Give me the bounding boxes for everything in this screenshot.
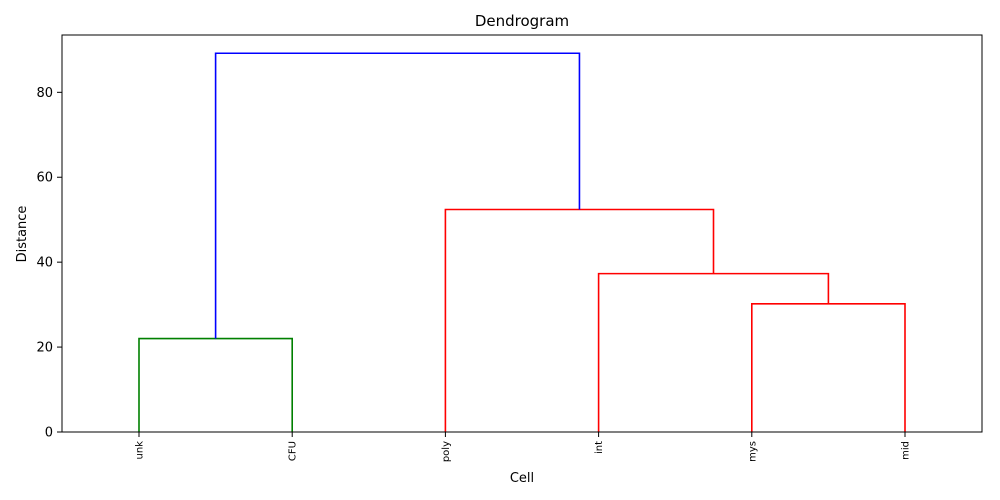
y-tick-label: 60 (36, 171, 53, 186)
y-tick-label: 0 (45, 426, 53, 441)
y-tick-label: 80 (36, 86, 53, 101)
leaf-label-int: int (594, 441, 605, 454)
dendrogram-link-c3 (597, 272, 830, 432)
dendrogram-link-c5 (214, 52, 581, 339)
leaf-label-unk: unk (135, 441, 146, 460)
y-axis-title: Distance (15, 206, 30, 263)
dendrogram-link-c1 (138, 337, 293, 432)
y-tick-label: 40 (36, 256, 53, 271)
plot-frame (61, 34, 983, 433)
y-tick-label: 20 (36, 341, 53, 356)
leaf-label-poly: poly (441, 441, 452, 462)
x-axis-title: Cell (510, 471, 534, 486)
leaf-label-cfu: CFU (288, 441, 299, 461)
dendrogram-link-c2 (751, 302, 906, 432)
x-axis: unk CFU poly int mys mid (135, 432, 912, 462)
chart-title: Dendrogram (475, 12, 569, 30)
dendrogram-links (138, 52, 906, 432)
leaf-label-mid: mid (901, 441, 912, 460)
y-axis: 0 20 40 60 80 (36, 86, 62, 441)
dendrogram-link-c4 (444, 208, 715, 432)
leaf-label-mys: mys (747, 441, 758, 462)
